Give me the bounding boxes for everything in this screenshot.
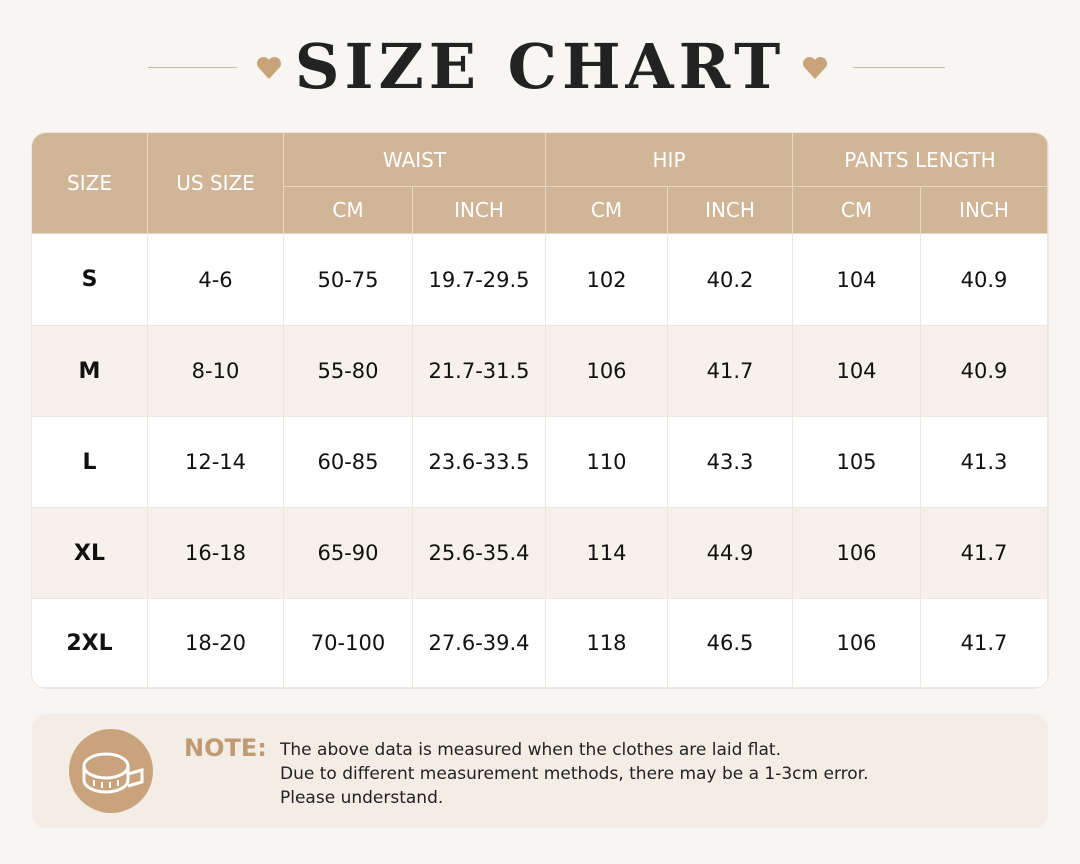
table-cell: 12-14 — [148, 417, 284, 508]
table-cell: 21.7-31.5 — [413, 326, 546, 417]
column-subheader: INCH — [413, 187, 546, 234]
table-cell: 23.6-33.5 — [413, 417, 546, 508]
table-cell: 8-10 — [148, 326, 284, 417]
table-cell: 104 — [793, 234, 921, 326]
table-cell: 118 — [546, 599, 668, 688]
table-cell: 41.3 — [921, 417, 1048, 508]
table-cell: 41.7 — [921, 508, 1048, 599]
table-cell: 106 — [793, 599, 921, 688]
table-cell: 55-80 — [284, 326, 413, 417]
title: SIZE CHART — [294, 30, 786, 103]
size-cell: M — [32, 326, 148, 417]
note-label: NOTE: — [184, 734, 267, 762]
column-subheader: INCH — [921, 187, 1048, 234]
table-cell: 4-6 — [148, 234, 284, 326]
column-group-header: PANTS LENGTH — [793, 133, 1048, 187]
note-box: NOTE: The above data is measured when th… — [32, 714, 1048, 828]
table-cell: 46.5 — [668, 599, 793, 688]
table-cell: 40.2 — [668, 234, 793, 326]
table-cell: 105 — [793, 417, 921, 508]
size-table: SIZE US SIZE WAIST CM INCH HIP CM INCH PANTS LEN… — [32, 133, 1048, 688]
column-subheader: CM — [793, 187, 921, 234]
table-cell: 41.7 — [668, 326, 793, 417]
table-cell: 70-100 — [284, 599, 413, 688]
note-line: The above data is measured when the clot… — [280, 740, 781, 760]
table-cell: 19.7-29.5 — [413, 234, 546, 326]
note-line: Due to different measurement methods, th… — [280, 764, 869, 784]
table-cell: 16-18 — [148, 508, 284, 599]
table-cell: 110 — [546, 417, 668, 508]
column-subheader: INCH — [668, 187, 793, 234]
column-subheader: CM — [284, 187, 413, 234]
size-cell: L — [32, 417, 148, 508]
table-cell: 18-20 — [148, 599, 284, 688]
column-header: US SIZE — [148, 133, 284, 234]
table-cell: 50-75 — [284, 234, 413, 326]
column-subheader: CM — [546, 187, 668, 234]
title-rule — [853, 67, 945, 68]
table-cell: 40.9 — [921, 326, 1048, 417]
size-cell: XL — [32, 508, 148, 599]
size-cell: 2XL — [32, 599, 148, 688]
size-cell: S — [32, 234, 148, 326]
table-cell: 106 — [793, 508, 921, 599]
table-cell: 114 — [546, 508, 668, 599]
heart-icon — [802, 56, 828, 79]
table-cell: 60-85 — [284, 417, 413, 508]
table-cell: 25.6-35.4 — [413, 508, 546, 599]
table-cell: 27.6-39.4 — [413, 599, 546, 688]
note-line: Please understand. — [280, 788, 444, 808]
title-rule — [148, 67, 237, 68]
column-group-header: HIP — [546, 133, 793, 187]
table-cell: 40.9 — [921, 234, 1048, 326]
column-header: SIZE — [32, 133, 148, 234]
heart-icon — [256, 56, 282, 79]
column-group-header: WAIST — [284, 133, 546, 187]
table-cell: 65-90 — [284, 508, 413, 599]
table-cell: 106 — [546, 326, 668, 417]
table-cell: 102 — [546, 234, 668, 326]
tape-icon — [69, 729, 153, 813]
table-cell: 43.3 — [668, 417, 793, 508]
table-cell: 44.9 — [668, 508, 793, 599]
table-cell: 104 — [793, 326, 921, 417]
table-cell: 41.7 — [921, 599, 1048, 688]
